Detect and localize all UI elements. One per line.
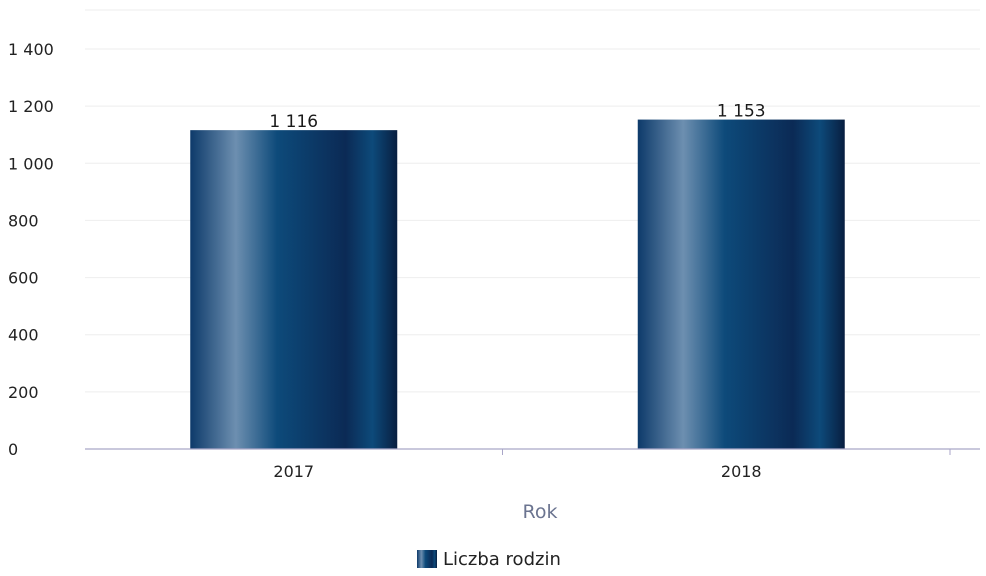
- bar-2018[interactable]: [637, 119, 845, 450]
- y-tick-label: 800: [8, 211, 39, 230]
- data-labels: 1 116 1 153: [269, 102, 765, 133]
- data-label-2017: 1 116: [269, 112, 318, 132]
- y-tick-label: 400: [8, 326, 39, 345]
- x-tick-label-2018: 2018: [721, 462, 762, 481]
- data-label-2018: 1 153: [717, 102, 766, 122]
- y-tick-label: 600: [8, 269, 39, 288]
- y-axis-ticks: 0 200 400 600 800 1 000 1 200 1 400: [8, 40, 54, 459]
- x-tick-label-2017: 2017: [273, 462, 314, 481]
- y-tick-label: 1 200: [8, 97, 54, 116]
- y-tick-label: 1 400: [8, 40, 54, 59]
- y-tick-label: 1 000: [8, 154, 54, 173]
- bar-2017[interactable]: [190, 130, 398, 449]
- y-tick-label: 200: [8, 383, 39, 402]
- legend[interactable]: Liczba rodzin: [417, 549, 561, 570]
- legend-label: Liczba rodzin: [443, 549, 561, 570]
- x-axis-title: Rok: [523, 501, 558, 523]
- y-tick-label: 0: [8, 440, 18, 459]
- x-axis-ticks: 2017 2018: [273, 449, 951, 481]
- legend-swatch: [417, 550, 437, 568]
- bars: [190, 119, 845, 450]
